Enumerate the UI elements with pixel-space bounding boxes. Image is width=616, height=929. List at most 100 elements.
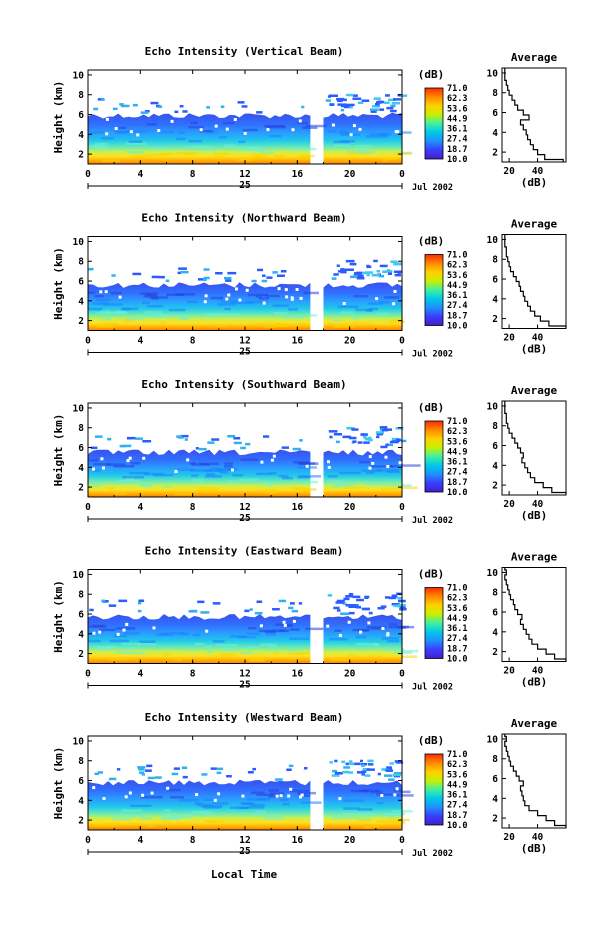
echo-texture bbox=[130, 462, 141, 465]
upper-layer-echo bbox=[357, 441, 363, 444]
x-tick-label: 16 bbox=[292, 502, 304, 513]
cloud-echo bbox=[370, 110, 377, 113]
echo-texture bbox=[191, 810, 212, 814]
echo-texture bbox=[382, 159, 389, 162]
echo-gap-pixel bbox=[150, 791, 154, 795]
colorbar-tick-label: 53.6 bbox=[447, 604, 467, 614]
x-tick-label: 12 bbox=[239, 835, 250, 846]
echo-texture bbox=[88, 291, 96, 294]
cloud-echo bbox=[380, 605, 387, 608]
echo-texture bbox=[393, 131, 412, 134]
echo-texture bbox=[302, 126, 318, 129]
echo-texture bbox=[90, 484, 102, 488]
colorbar-unit: (dB) bbox=[418, 68, 445, 81]
x-tick-label: 0 bbox=[85, 669, 91, 680]
echo-texture bbox=[352, 322, 370, 325]
echo-texture bbox=[265, 630, 277, 634]
echo-texture bbox=[202, 798, 216, 801]
echo-texture bbox=[353, 656, 366, 659]
avg-x-tick-label: 20 bbox=[503, 499, 515, 510]
echo-texture bbox=[305, 124, 327, 128]
upper-layer-echo bbox=[396, 438, 401, 441]
echo-texture bbox=[400, 649, 419, 653]
echo-texture bbox=[385, 812, 406, 816]
echo-gap-pixel bbox=[287, 794, 291, 798]
colorbar-tick-label: 36.1 bbox=[447, 791, 467, 801]
y-tick-label: 2 bbox=[78, 816, 84, 827]
echo-texture bbox=[267, 125, 286, 129]
upper-layer-echo bbox=[360, 763, 368, 766]
echo-gap-pixel bbox=[204, 294, 208, 298]
echo-texture bbox=[138, 154, 153, 157]
cloud-echo bbox=[252, 767, 256, 771]
avg-x-tick-label: 40 bbox=[532, 333, 544, 344]
upper-layer-echo bbox=[345, 259, 355, 263]
avg-x-label: (dB) bbox=[521, 343, 548, 356]
echo-gap-pixel bbox=[260, 460, 264, 464]
echo-texture bbox=[219, 471, 228, 474]
upper-layer-echo bbox=[394, 273, 401, 277]
cloud-echo bbox=[94, 772, 100, 776]
echo-texture bbox=[289, 628, 300, 631]
echo-texture bbox=[170, 796, 185, 799]
x-tick-label: 4 bbox=[137, 169, 143, 180]
echo-texture bbox=[401, 655, 418, 658]
echo-texture bbox=[303, 291, 319, 295]
echo-texture bbox=[149, 314, 169, 318]
upper-layer-echo bbox=[367, 759, 374, 763]
x-tick-label: 0 bbox=[85, 502, 91, 513]
upper-layer-echo bbox=[336, 264, 340, 267]
echo-texture bbox=[96, 647, 113, 651]
panel-0: Echo Intensity (Vertical Beam) 2 4 6 8 10 Heig… bbox=[52, 45, 567, 193]
echo-texture bbox=[238, 140, 246, 144]
echo-gap-pixel bbox=[128, 791, 132, 795]
echo-texture bbox=[120, 307, 131, 311]
cloud-echo bbox=[256, 111, 263, 114]
upper-layer-echo bbox=[387, 272, 392, 275]
echo-texture bbox=[201, 812, 215, 816]
echo-texture bbox=[99, 628, 116, 632]
upper-layer-echo bbox=[386, 106, 394, 110]
echo-texture bbox=[262, 817, 285, 820]
y-tick-label: 10 bbox=[73, 237, 85, 248]
upper-layer-echo bbox=[352, 440, 357, 443]
echo-texture bbox=[389, 623, 398, 626]
y-axis-label: Height (km) bbox=[52, 580, 65, 653]
echo-texture bbox=[278, 474, 289, 478]
echo-texture bbox=[260, 643, 277, 646]
upper-layer-echo bbox=[329, 103, 335, 106]
cloud-echo bbox=[154, 776, 162, 779]
echo-texture bbox=[370, 790, 383, 794]
echo-gap-pixel bbox=[170, 119, 174, 123]
upper-layer-echo bbox=[361, 607, 370, 611]
echo-texture bbox=[220, 653, 229, 656]
cloud-echo bbox=[257, 268, 264, 272]
avg-y-tick-label: 2 bbox=[492, 314, 498, 325]
echo-gap-pixel bbox=[368, 466, 372, 470]
date-mark: 25 bbox=[239, 347, 251, 358]
echo-texture bbox=[347, 654, 357, 658]
echo-texture bbox=[291, 486, 304, 490]
avg-y-tick-label: 10 bbox=[487, 401, 499, 412]
echo-texture bbox=[336, 323, 348, 327]
upper-layer-echo bbox=[329, 761, 333, 764]
cloud-echo bbox=[380, 445, 388, 449]
echo-gap-pixel bbox=[371, 461, 375, 465]
x-tick-label: 0 bbox=[399, 835, 405, 846]
echo-texture bbox=[366, 483, 385, 486]
echo-texture bbox=[96, 646, 117, 649]
echo-texture bbox=[204, 490, 216, 493]
upper-layer-echo bbox=[366, 273, 370, 277]
echo-texture bbox=[232, 474, 243, 477]
echo-gap-pixel bbox=[259, 624, 263, 628]
average-profile-line bbox=[504, 68, 564, 162]
x-tick-label: 20 bbox=[344, 169, 356, 180]
upper-layer-echo bbox=[341, 760, 345, 764]
echo-texture bbox=[287, 648, 301, 652]
cloud-echo bbox=[390, 109, 397, 113]
x-tick-label: 4 bbox=[137, 336, 143, 347]
colorbar-tick-label: 53.6 bbox=[447, 271, 467, 281]
echo-gap-pixel bbox=[393, 793, 397, 797]
echo-gap-pixel bbox=[289, 787, 293, 791]
